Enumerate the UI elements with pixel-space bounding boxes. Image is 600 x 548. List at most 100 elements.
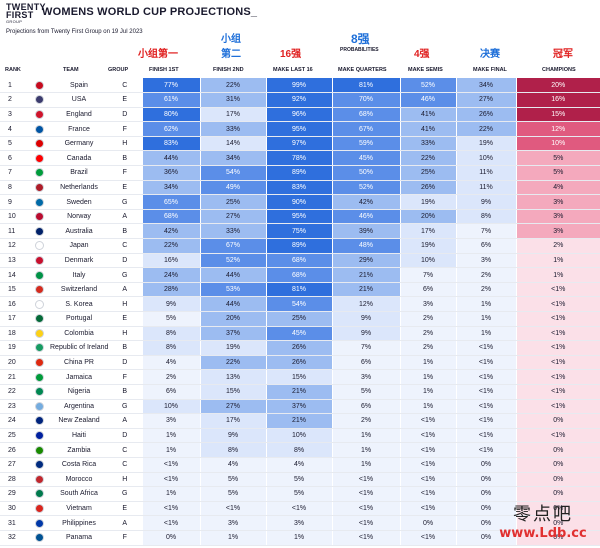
cell-qf: 21% [331, 282, 400, 298]
cell-team: Republic of Ireland [50, 340, 108, 356]
cell-l16: 8% [265, 442, 332, 458]
cell-fin: 11% [455, 165, 516, 181]
cell-group: B [108, 340, 142, 356]
cell-f1: 0% [141, 530, 200, 546]
flag-cell [28, 384, 50, 400]
table-row: 26 Zambia C 1% 8% 8% 1% <1% <1% 0% [0, 442, 600, 458]
cell-ch: <1% [515, 369, 600, 385]
projections-table-body: 1 Spain C 77% 22% 99% 81% 52% 34% 20% 2 USA E 61% 31% 9… [0, 78, 600, 546]
table-row: 18 Colombia H 8% 37% 45% 9% 2% 1% <1% [0, 326, 600, 342]
cell-ch: 0% [515, 472, 600, 488]
flag-cell [28, 472, 50, 488]
cell-l16: 90% [265, 194, 332, 210]
cell-sf: 3% [399, 296, 456, 312]
cell-f1: 28% [141, 282, 200, 298]
cell-qf: 67% [331, 121, 400, 137]
cell-rank: 10 [0, 209, 28, 225]
cell-sf: 19% [399, 194, 456, 210]
flag-icon [34, 197, 44, 207]
cell-l16: 68% [265, 267, 332, 283]
cell-fin: <1% [455, 384, 516, 400]
cell-qf: 12% [331, 296, 400, 312]
cell-qf: 5% [331, 384, 400, 400]
cell-group: C [108, 238, 142, 254]
cell-f2: 3% [199, 515, 266, 531]
cell-rank: 2 [0, 92, 28, 108]
cell-ch: 20% [515, 78, 600, 94]
table-row: 25 Haiti D 1% 9% 10% 1% <1% <1% <1% [0, 428, 600, 444]
cell-rank: 31 [0, 515, 28, 531]
cell-f2: 34% [199, 150, 266, 167]
cell-rank: 20 [0, 355, 28, 371]
table-row: 8 Netherlands E 34% 49% 83% 52% 26% 11% 4% [0, 180, 600, 196]
cell-ch: <1% [515, 355, 600, 371]
cell-rank: 11 [0, 223, 28, 240]
cell-sf: 41% [399, 121, 456, 137]
cell-ch: 1% [515, 267, 600, 283]
cell-ch: 5% [515, 150, 600, 167]
cn-label-finish-2nd-line1: 小组 [221, 34, 241, 45]
cell-qf: 7% [331, 340, 400, 356]
flag-cell [28, 413, 50, 429]
flag-cell [28, 267, 50, 283]
flag-icon [34, 285, 44, 295]
col-finish-1st: FINISH 1ST [149, 67, 179, 73]
cell-rank: 18 [0, 326, 28, 342]
cell-f2: 27% [199, 399, 266, 415]
cell-rank: 32 [0, 530, 28, 546]
cell-qf: 21% [331, 267, 400, 283]
cell-group: H [108, 326, 142, 342]
cell-group: A [108, 209, 142, 225]
cell-group: G [108, 486, 142, 502]
cell-f2: 54% [199, 165, 266, 181]
cell-fin: 10% [455, 150, 516, 167]
table-row: 28 Morocco H <1% 5% 5% <1% <1% 0% 0% [0, 472, 600, 488]
cell-sf: <1% [399, 428, 456, 444]
cell-rank: 4 [0, 121, 28, 137]
cell-sf: 33% [399, 136, 456, 152]
cell-f2: 31% [199, 92, 266, 108]
cell-rank: 5 [0, 136, 28, 152]
cell-sf: <1% [399, 413, 456, 429]
flag-cell [28, 136, 50, 152]
cell-l16: 89% [265, 165, 332, 181]
cell-team: Zambia [50, 442, 108, 458]
cell-f1: 3% [141, 413, 200, 429]
flag-cell [28, 442, 50, 458]
table-row: 20 China PR D 4% 22% 26% 6% 1% <1% <1% [0, 355, 600, 371]
cell-sf: <1% [399, 472, 456, 488]
table-row: 22 Nigeria B 6% 15% 21% 5% 1% <1% <1% [0, 384, 600, 400]
cell-ch: 3% [515, 194, 600, 210]
flag-icon [34, 153, 44, 163]
cell-group: E [108, 180, 142, 196]
cell-f2: 19% [199, 340, 266, 356]
flag-icon [34, 168, 44, 178]
cell-rank: 16 [0, 296, 28, 312]
cn-label-semis: 4强 [414, 49, 430, 60]
cell-group: F [108, 369, 142, 385]
cell-sf: 22% [399, 150, 456, 167]
cell-f1: 62% [141, 121, 200, 137]
cell-f1: 36% [141, 165, 200, 181]
cell-ch: 2% [515, 238, 600, 254]
twenty-first-group-logo: TWENTY FIRST GROUP [6, 3, 46, 25]
cell-sf: <1% [399, 457, 456, 473]
cell-l16: <1% [265, 501, 332, 517]
cell-group: H [108, 296, 142, 312]
cell-f1: 24% [141, 267, 200, 283]
cell-l16: 95% [265, 121, 332, 137]
cell-qf: 2% [331, 413, 400, 429]
cell-f1: 1% [141, 486, 200, 502]
flag-cell [28, 326, 50, 342]
cn-label-quarters: 8强 [351, 32, 370, 46]
cell-l16: 3% [265, 515, 332, 531]
cell-fin: 34% [455, 78, 516, 94]
flag-icon [34, 401, 44, 411]
cell-sf: 0% [399, 515, 456, 531]
cell-l16: 78% [265, 150, 332, 167]
cell-f2: 5% [199, 486, 266, 502]
cell-rank: 23 [0, 399, 28, 415]
cell-ch: <1% [515, 399, 600, 415]
cell-team: Sweden [50, 194, 108, 210]
cell-team: France [50, 121, 108, 137]
